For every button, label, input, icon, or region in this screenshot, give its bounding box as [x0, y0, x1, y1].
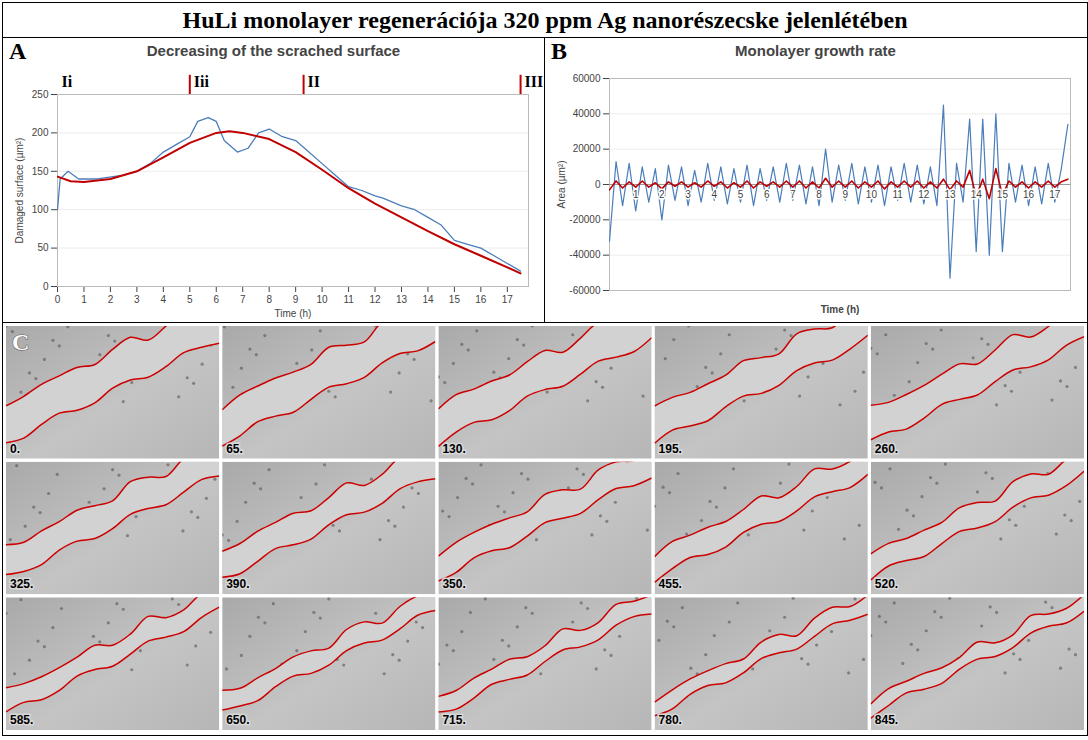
svg-text:Iii: Iii [194, 73, 210, 90]
svg-text:9: 9 [293, 294, 299, 305]
svg-text:455.: 455. [659, 577, 682, 591]
svg-text:585.: 585. [10, 713, 33, 727]
svg-text:10: 10 [866, 189, 878, 200]
svg-text:3: 3 [134, 294, 140, 305]
svg-text:20000: 20000 [573, 143, 601, 154]
svg-text:16: 16 [475, 294, 487, 305]
svg-text:11: 11 [343, 294, 354, 305]
svg-text:195.: 195. [659, 442, 682, 456]
svg-text:17: 17 [502, 294, 514, 305]
svg-text:0.: 0. [10, 442, 20, 456]
svg-text:200: 200 [32, 127, 49, 138]
svg-text:1: 1 [81, 294, 87, 305]
svg-text:8: 8 [816, 189, 822, 200]
svg-text:350.: 350. [442, 577, 465, 591]
svg-text:Area (µm²): Area (µm²) [556, 161, 567, 209]
svg-text:15: 15 [997, 189, 1009, 200]
svg-text:7: 7 [240, 294, 246, 305]
svg-text:7: 7 [790, 189, 796, 200]
svg-text:II: II [308, 73, 320, 90]
svg-text:2: 2 [659, 189, 665, 200]
svg-text:17: 17 [1049, 189, 1061, 200]
svg-text:4: 4 [161, 294, 167, 305]
svg-text:15: 15 [449, 294, 461, 305]
svg-text:325.: 325. [10, 577, 33, 591]
html-text:A: A [9, 38, 27, 64]
svg-text:250: 250 [32, 89, 49, 100]
svg-text:Time (h): Time (h) [275, 308, 312, 319]
svg-text:0: 0 [595, 179, 601, 190]
svg-text:-60000: -60000 [569, 285, 601, 296]
html-text:Decreasing of the scrached sur: Decreasing of the scrached surface [146, 42, 401, 59]
svg-text:8: 8 [266, 294, 272, 305]
svg-text:6: 6 [764, 189, 770, 200]
svg-text:14: 14 [971, 189, 983, 200]
svg-text:50: 50 [37, 242, 49, 253]
svg-text:100: 100 [32, 204, 49, 215]
svg-text:40000: 40000 [573, 108, 601, 119]
svg-text:Ii: Ii [62, 73, 73, 90]
svg-text:10: 10 [317, 294, 329, 305]
svg-text:845.: 845. [875, 713, 898, 727]
svg-text:-40000: -40000 [569, 249, 601, 260]
html-text:HuLi monolayer regenerációja 3: HuLi monolayer regenerációja 320 ppm Ag … [182, 7, 908, 33]
svg-text:5: 5 [187, 294, 193, 305]
svg-text:14: 14 [422, 294, 434, 305]
svg-text:1: 1 [633, 189, 639, 200]
svg-text:6: 6 [213, 294, 219, 305]
svg-text:C: C [12, 329, 29, 355]
svg-text:150: 150 [32, 166, 49, 177]
svg-text:390.: 390. [226, 577, 249, 591]
svg-text:4: 4 [711, 189, 717, 200]
html-text:Monolayer growth rate: Monolayer growth rate [735, 42, 896, 59]
svg-text:16: 16 [1023, 189, 1035, 200]
svg-text:12: 12 [369, 294, 381, 305]
svg-text:260.: 260. [875, 442, 898, 456]
svg-text:65.: 65. [226, 442, 243, 456]
svg-text:13: 13 [396, 294, 408, 305]
svg-text:5: 5 [738, 189, 744, 200]
svg-text:715.: 715. [442, 713, 465, 727]
svg-text:11: 11 [892, 189, 903, 200]
svg-text:-20000: -20000 [569, 214, 601, 225]
svg-text:III: III [525, 73, 544, 90]
svg-text:60000: 60000 [573, 73, 601, 84]
svg-text:0: 0 [55, 294, 61, 305]
svg-text:780.: 780. [659, 713, 682, 727]
svg-text:650.: 650. [226, 713, 249, 727]
svg-text:0: 0 [43, 281, 49, 292]
svg-text:2: 2 [108, 294, 114, 305]
svg-text:Time (h): Time (h) [821, 304, 860, 315]
svg-text:130.: 130. [442, 442, 465, 456]
svg-text:520.: 520. [875, 577, 898, 591]
svg-text:12: 12 [918, 189, 930, 200]
svg-text:9: 9 [842, 189, 848, 200]
svg-text:13: 13 [944, 189, 956, 200]
svg-text:3: 3 [685, 189, 691, 200]
svg-text:Damaged surface (µm²): Damaged surface (µm²) [14, 138, 25, 244]
html-text:B: B [551, 38, 567, 64]
